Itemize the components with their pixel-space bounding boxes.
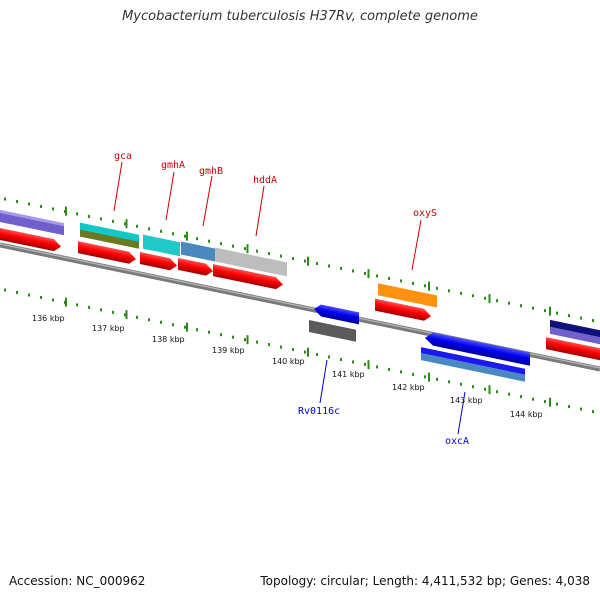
- genome-summary-text: Topology: circular; Length: 4,411,532 bp…: [260, 574, 590, 588]
- cds-arrow: [78, 241, 136, 264]
- gene-label-gmhA: gmhA: [161, 160, 185, 171]
- kbp-labels: 136 kbp 137 kbp 138 kbp 139 kbp 140 kbp 141 k…: [32, 314, 543, 419]
- feature-Rv0116c-arrow: [314, 304, 359, 325]
- kbp-label: 137 kbp: [92, 324, 125, 333]
- cds-arrow: [375, 298, 431, 321]
- cds-arrow: [213, 264, 283, 290]
- feature-hddA: [215, 247, 287, 277]
- cds-arrow: [546, 337, 600, 362]
- gene-label-oxcA: oxcA: [445, 436, 469, 447]
- kbp-label: 138 kbp: [152, 335, 185, 344]
- kbp-label: 141 kbp: [332, 370, 365, 379]
- cds-arrow: [0, 226, 61, 252]
- kbp-label: 139 kbp: [212, 346, 245, 355]
- gene-label-gca: gca: [114, 151, 132, 162]
- feature-Rv0116c: [309, 319, 356, 342]
- kbp-label: 142 kbp: [392, 383, 425, 392]
- feature-oxcA: [421, 347, 525, 375]
- map-title: Mycobacterium tuberculosis H37Rv, comple…: [122, 9, 478, 24]
- cds-arrow: [140, 251, 177, 271]
- gene-label-oxyS: oxyS: [413, 208, 437, 219]
- feature-gca: [80, 222, 139, 243]
- kbp-label: 136 kbp: [32, 314, 65, 323]
- kbp-label: 144 kbp: [510, 410, 543, 419]
- feature-purple-right: [550, 319, 600, 339]
- cds-arrow: [178, 257, 213, 276]
- lower-tick-track: [4, 288, 594, 414]
- upper-tick-track: [4, 197, 594, 323]
- feature-gmhA: [143, 234, 180, 257]
- accession-text: Accession: NC_000962: [9, 574, 146, 588]
- feature-oxcA-arrow: [425, 332, 530, 366]
- kbp-label: 140 kbp: [272, 357, 305, 366]
- feature-oxyS: [378, 283, 437, 308]
- feature-gmhB: [181, 241, 215, 262]
- gene-label-hddA: hddA: [253, 175, 277, 186]
- gene-label-Rv0116c: Rv0116c: [298, 406, 340, 417]
- gene-label-gmhB: gmhB: [199, 166, 223, 177]
- kbp-label: 143 kbp: [450, 396, 483, 405]
